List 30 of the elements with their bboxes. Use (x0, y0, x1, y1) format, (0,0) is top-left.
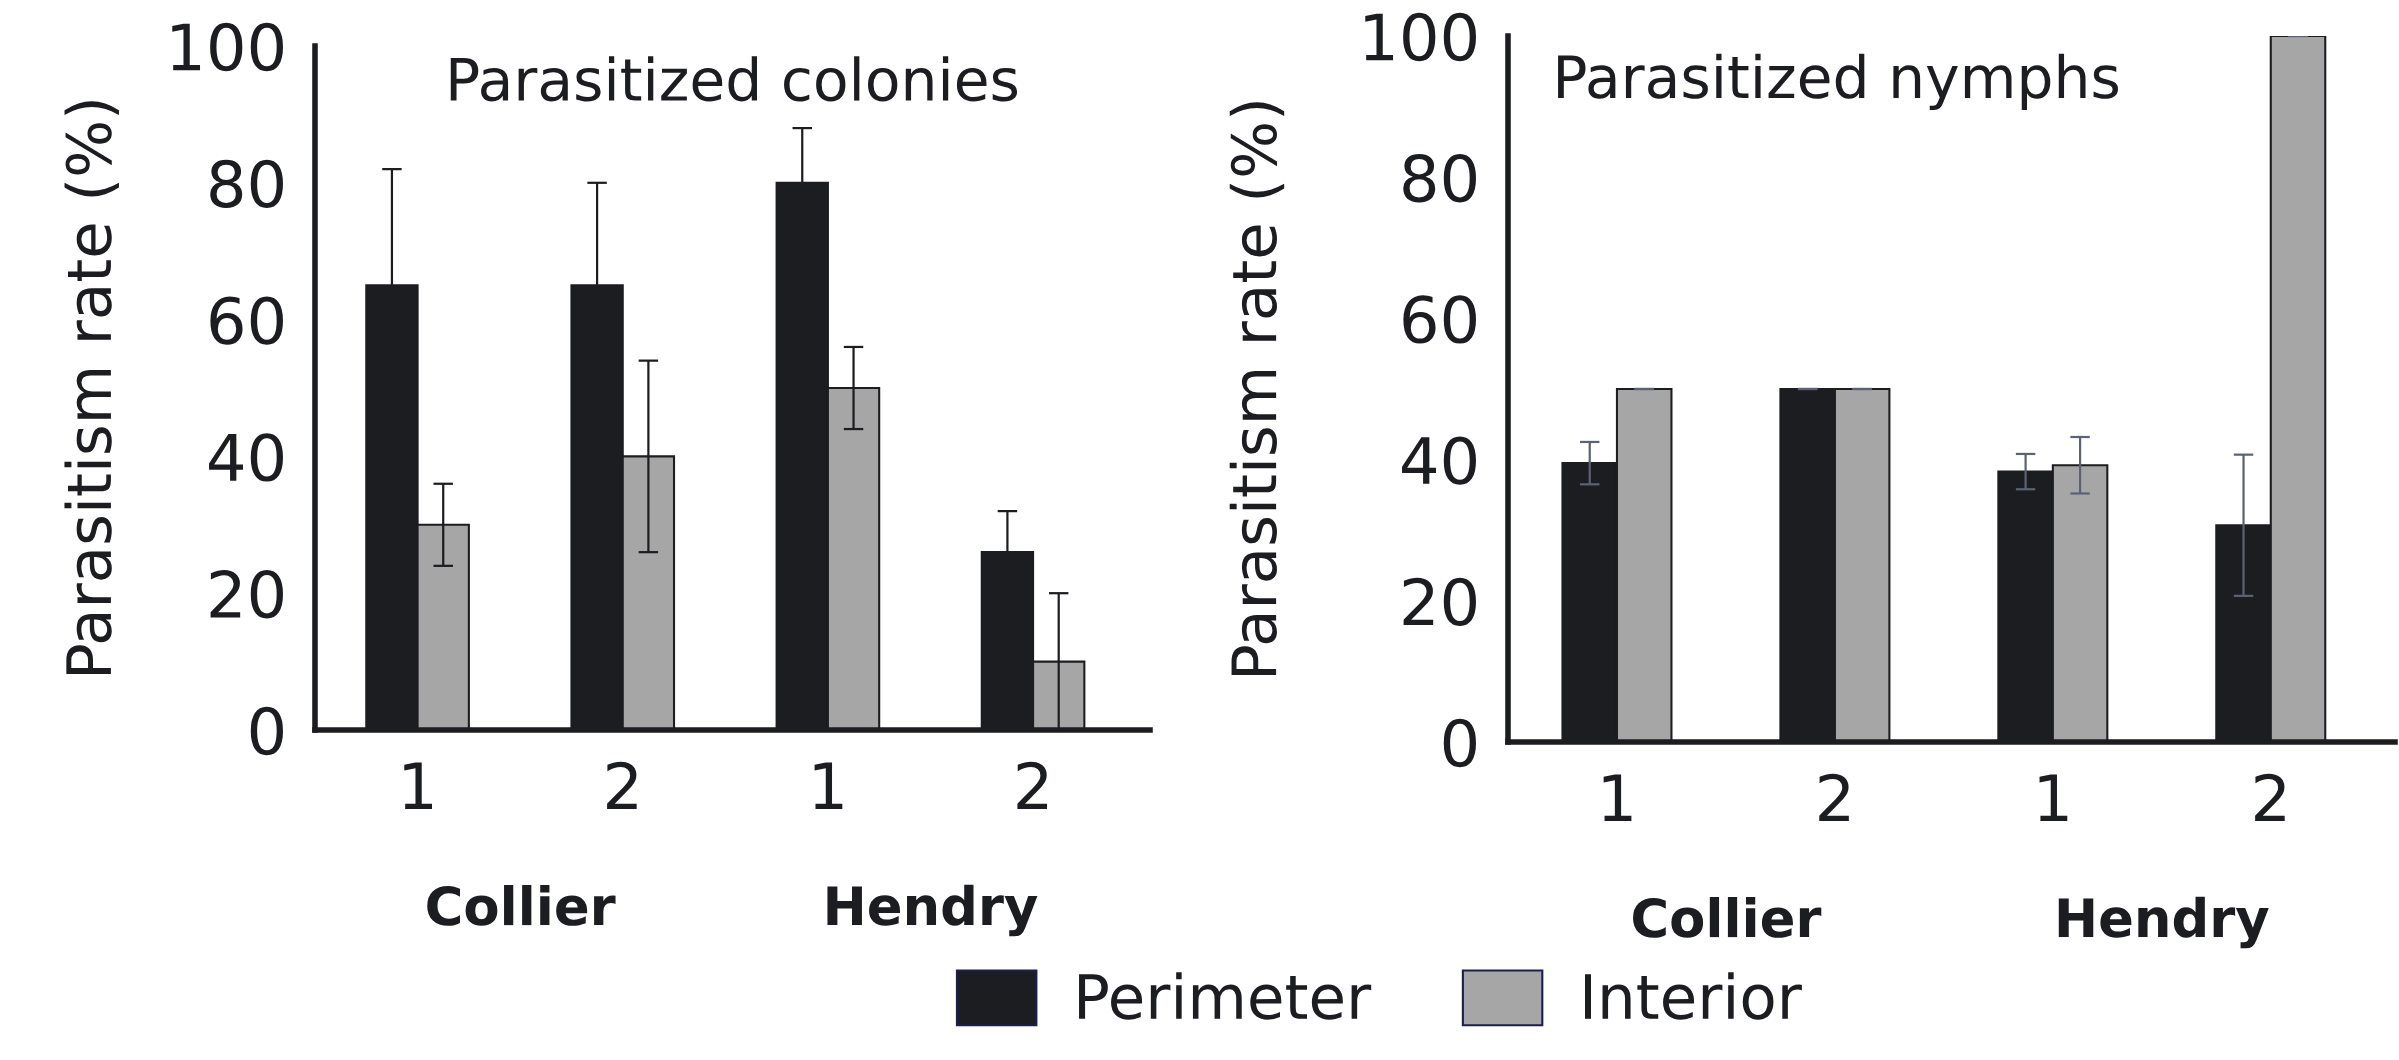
y-tick-label: 40 (1402, 436, 1476, 485)
y-tick-label: 20 (210, 570, 283, 619)
y-tick-label: 60 (1403, 295, 1476, 344)
y-tick-label: 80 (210, 159, 283, 208)
text: Collier (1633, 897, 1822, 938)
text: Hendry (2058, 896, 2269, 949)
text: Hendry (827, 884, 1038, 937)
x-tick-label: 2 (1017, 761, 1047, 810)
x-tick-label: 1 (814, 762, 843, 810)
y-axis-title: Parasitism rate (%) (1229, 102, 1285, 675)
y-tick-label: 60 (210, 296, 283, 345)
chart-title: Parasitized colonies (450, 56, 1018, 102)
x-tick-label: 1 (1603, 774, 1632, 822)
y-tick-label: 100 (1365, 12, 1476, 62)
x-tick-label: 2 (607, 761, 637, 810)
chart-title: Parasitized nymphs (1558, 53, 2118, 111)
x-tick-label: 1 (2039, 774, 2068, 822)
text: Collier (427, 885, 616, 926)
x-tick-label: 2 (1819, 773, 1849, 822)
legend-label: Interior (1584, 972, 1802, 1020)
y-tick-label: 100 (172, 22, 283, 72)
x-tick-label: 1 (404, 762, 432, 810)
y-axis-title: Parasitism rate (%) (64, 101, 119, 674)
y-tick-label: 0 (250, 706, 283, 756)
y-tick-label: 0 (1443, 718, 1476, 768)
y-tick-label: 20 (1403, 577, 1476, 626)
x-tick-label: 2 (2255, 773, 2285, 822)
legend-label: Perimeter (1079, 972, 1372, 1020)
y-tick-label: 80 (1403, 154, 1476, 203)
y-tick-label: 40 (209, 433, 283, 482)
